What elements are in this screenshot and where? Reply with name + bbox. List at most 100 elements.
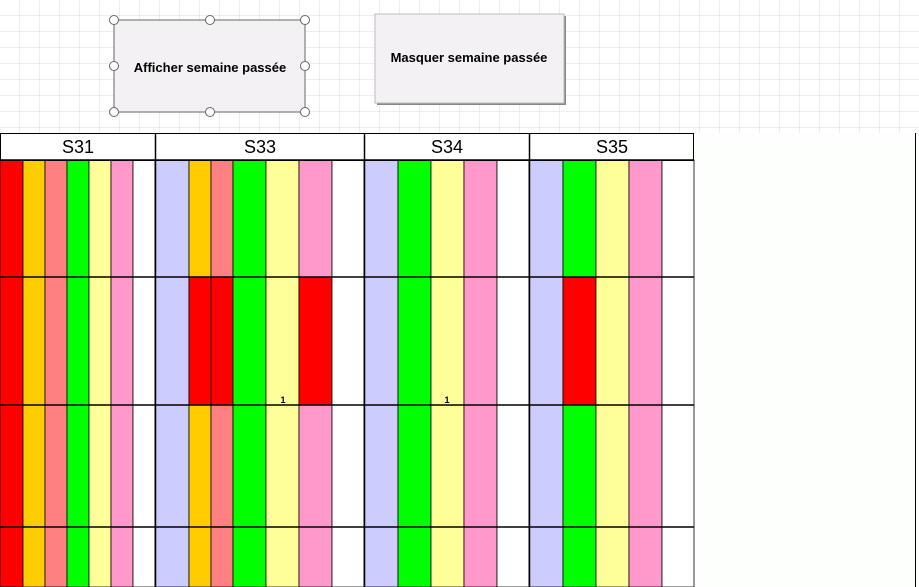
button-label[interactable]: Afficher semaine passée — [134, 60, 286, 75]
selection-handles — [109, 15, 310, 117]
cell — [397, 159, 432, 278]
cell — [44, 404, 68, 528]
cell — [463, 526, 498, 587]
cell — [110, 526, 134, 587]
cell — [528, 526, 564, 587]
header-row — [0, 133, 694, 161]
cell — [331, 159, 365, 278]
cell — [628, 159, 663, 278]
cell — [595, 404, 630, 528]
cell — [430, 526, 465, 587]
cell — [210, 404, 234, 528]
cell — [232, 159, 267, 278]
cell — [397, 404, 432, 528]
cell — [44, 276, 68, 406]
cell — [430, 404, 465, 528]
cell — [331, 526, 365, 587]
cell — [88, 276, 112, 406]
cell — [397, 526, 432, 587]
cell — [22, 526, 46, 587]
cell — [363, 526, 399, 587]
cell — [0, 276, 24, 406]
cell — [0, 159, 24, 278]
cell — [496, 404, 530, 528]
cell — [44, 159, 68, 278]
cell — [22, 276, 46, 406]
cell — [154, 404, 190, 528]
cell — [628, 276, 663, 406]
cell — [628, 526, 663, 587]
cell — [628, 404, 663, 528]
cell — [22, 159, 46, 278]
cell — [595, 159, 630, 278]
cell — [562, 404, 597, 528]
button[interactable] — [374, 13, 565, 104]
cell — [562, 526, 597, 587]
cell — [595, 526, 630, 587]
cell — [298, 526, 333, 587]
cell — [154, 276, 190, 406]
cell — [88, 404, 112, 528]
cell — [66, 276, 90, 406]
cell — [210, 526, 234, 587]
cell — [397, 276, 432, 406]
cell — [188, 526, 212, 587]
columns — [0, 133, 695, 587]
cell — [496, 526, 530, 587]
cell — [265, 526, 300, 587]
week-header: S34 — [431, 137, 463, 157]
cell — [595, 276, 630, 406]
cell — [528, 404, 564, 528]
cell — [22, 404, 46, 528]
cell — [661, 526, 695, 587]
cell-value: 1 — [444, 395, 449, 405]
cell — [463, 276, 498, 406]
cell — [132, 526, 156, 587]
cell — [363, 276, 399, 406]
cell — [132, 276, 156, 406]
cell — [298, 404, 333, 528]
week-header: S31 — [62, 137, 94, 157]
cell — [66, 159, 90, 278]
cell — [110, 276, 134, 406]
cell — [88, 526, 112, 587]
cell — [210, 159, 234, 278]
cell — [265, 404, 300, 528]
cell — [44, 526, 68, 587]
cell — [661, 276, 695, 406]
cell — [132, 159, 156, 278]
cell — [88, 159, 112, 278]
cell — [363, 159, 399, 278]
cell — [661, 159, 695, 278]
cell — [430, 159, 465, 278]
cell — [265, 276, 300, 406]
cell — [188, 404, 212, 528]
button-label[interactable]: Masquer semaine passée — [391, 50, 548, 65]
cell — [331, 404, 365, 528]
cell — [154, 159, 190, 278]
cell — [562, 159, 597, 278]
cell — [132, 404, 156, 528]
cell — [110, 159, 134, 278]
cell — [0, 526, 24, 587]
cell-value: 1 — [280, 395, 285, 405]
cell — [110, 404, 134, 528]
cell — [496, 159, 530, 278]
cell — [528, 159, 564, 278]
cell — [210, 276, 234, 406]
cell — [363, 404, 399, 528]
cell — [661, 404, 695, 528]
cell — [232, 404, 267, 528]
cell — [66, 404, 90, 528]
week-header: S33 — [244, 137, 276, 157]
cell — [430, 276, 465, 406]
cell — [154, 526, 190, 587]
cell — [66, 526, 90, 587]
cell — [232, 526, 267, 587]
cell — [298, 159, 333, 278]
cell — [463, 159, 498, 278]
cell — [232, 276, 267, 406]
cell — [528, 276, 564, 406]
